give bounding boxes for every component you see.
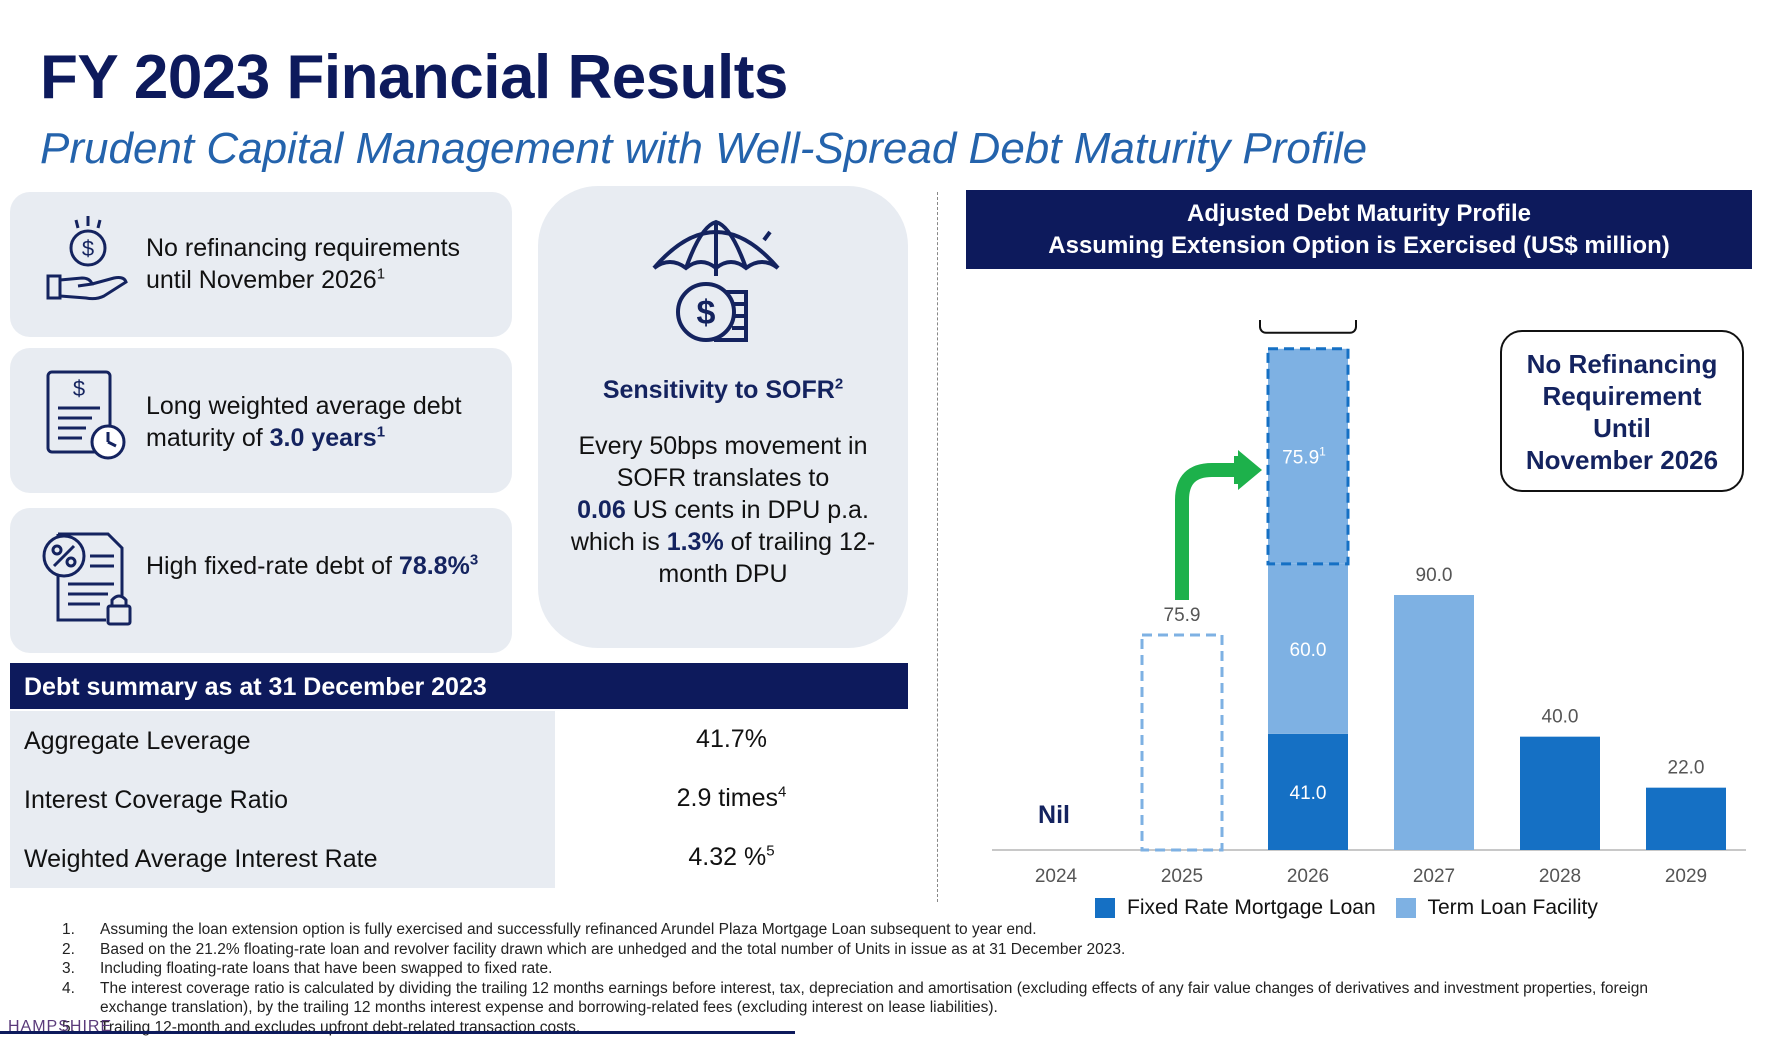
label-nil-2024: Nil: [1038, 801, 1070, 829]
label-2026-term: 60.0: [1290, 640, 1327, 661]
document-clock-icon: $: [42, 368, 142, 468]
table-row: Aggregate Leverage 41.7%: [10, 711, 908, 770]
footnote: 4.The interest coverage ratio is calcula…: [62, 979, 1662, 1018]
footnotes: 1.Assuming the loan extension option is …: [62, 920, 1662, 1037]
extension-arrow-head: [1234, 450, 1262, 490]
sofr-body: Every 50bps movement in SOFR translates …: [558, 430, 888, 590]
extension-arrow: [1182, 470, 1234, 600]
svg-text:$: $: [82, 236, 94, 261]
label-2029-fixed: 22.0: [1668, 758, 1705, 779]
x-tick-label: 2027: [1413, 866, 1455, 887]
page-subtitle: Prudent Capital Management with Well-Spr…: [40, 124, 1367, 174]
legend-item-fixed: Fixed Rate Mortgage Loan: [1095, 896, 1376, 920]
bar-extension-2025: [1142, 635, 1222, 850]
legend-swatch-term: [1396, 898, 1416, 918]
x-ticks-group: 2024 2025 2026 2027 2028 2029: [1035, 866, 1707, 887]
card-fixed-rate: High fixed-rate debt of 78.8%3: [10, 508, 512, 653]
section-divider: [937, 192, 938, 902]
row-value: 41.7%: [555, 711, 908, 770]
umbrella-coins-icon: $: [646, 216, 786, 346]
x-tick-label: 2028: [1539, 866, 1581, 887]
bar-fixed-2029: [1646, 788, 1726, 850]
sofr-title: Sensitivity to SOFR2: [538, 376, 908, 405]
footnote: 1.Assuming the loan extension option is …: [62, 920, 1662, 940]
percent-document-lock-icon: [38, 526, 142, 630]
page-title: FY 2023 Financial Results: [40, 42, 788, 113]
x-tick-label: 2024: [1035, 866, 1078, 887]
no-refinancing-callout: No Refinancing Requirement Until Novembe…: [1500, 330, 1744, 492]
sofr-card: $ Sensitivity to SOFR2 Every 50bps movem…: [538, 186, 908, 648]
footnote: 5.Trailing 12-month and excludes upfront…: [62, 1018, 1662, 1037]
footnote: 3.Including floating-rate loans that hav…: [62, 959, 1662, 979]
label-2026-fixed: 41.0: [1290, 783, 1327, 804]
svg-text:$: $: [73, 376, 85, 401]
label-2025-extension: 75.9: [1164, 605, 1201, 626]
debt-summary-table: Aggregate Leverage 41.7% Interest Covera…: [10, 711, 908, 888]
table-row: Interest Coverage Ratio 2.9 times4: [10, 770, 908, 829]
legend-item-term: Term Loan Facility: [1396, 896, 1598, 920]
row-label: Weighted Average Interest Rate: [10, 829, 555, 888]
hand-dollar-icon: $: [38, 212, 138, 312]
legend-swatch-fixed: [1095, 898, 1115, 918]
refinancing-text: No refinancing requirements until Novemb…: [146, 232, 496, 296]
bar-term-2027: [1394, 595, 1474, 850]
bar-fixed-2028: [1520, 737, 1600, 850]
label-2028-fixed: 40.0: [1542, 707, 1579, 728]
row-label: Aggregate Leverage: [10, 711, 555, 770]
card-refinancing: $ No refinancing requirements until Nove…: [10, 192, 512, 337]
row-label: Interest Coverage Ratio: [10, 770, 555, 829]
chart-header: Adjusted Debt Maturity Profile Assuming …: [966, 190, 1752, 269]
label-2026-total: 176.9: [1284, 320, 1332, 323]
svg-text:$: $: [697, 294, 716, 332]
label-2027-term: 90.0: [1416, 565, 1453, 586]
maturity-text: Long weighted average debt maturity of 3…: [146, 390, 496, 454]
x-tick-label: 2025: [1161, 866, 1203, 887]
row-value: 2.9 times4: [555, 770, 908, 829]
card-maturity: $ Long weighted average debt maturity of…: [10, 348, 512, 493]
fixed-rate-text: High fixed-rate debt of 78.8%3: [146, 550, 496, 582]
debt-summary-header: Debt summary as at 31 December 2023: [10, 663, 908, 709]
footnote: 2.Based on the 21.2% floating-rate loan …: [62, 940, 1662, 960]
row-value: 4.32 %5: [555, 829, 908, 888]
x-tick-label: 2026: [1287, 866, 1329, 887]
table-row: Weighted Average Interest Rate 4.32 %5: [10, 829, 908, 888]
x-tick-label: 2029: [1665, 866, 1707, 887]
